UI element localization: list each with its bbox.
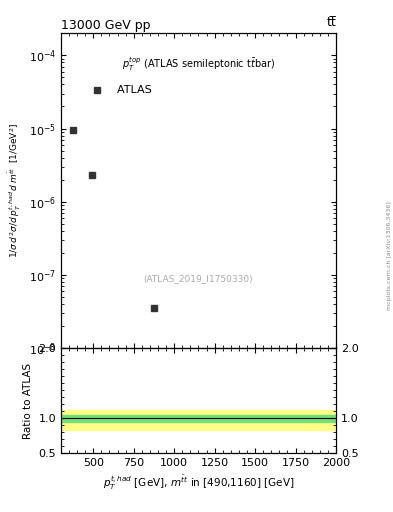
Text: mcplots.cern.ch [arXiv:1306.3436]: mcplots.cern.ch [arXiv:1306.3436]	[387, 202, 392, 310]
Text: 13000 GeV pp: 13000 GeV pp	[61, 19, 151, 32]
X-axis label: $p_T^{t,had}$ [GeV], $m^{\bar{t}t}$ in [490,1160] [GeV]: $p_T^{t,had}$ [GeV], $m^{\bar{t}t}$ in […	[103, 474, 294, 492]
Text: (ATLAS_2019_I1750330): (ATLAS_2019_I1750330)	[144, 274, 253, 283]
Text: $p_T^{top}$ (ATLAS semileptonic t$\bar{t}$bar): $p_T^{top}$ (ATLAS semileptonic t$\bar{t…	[122, 55, 275, 73]
Text: tt̅: tt̅	[326, 15, 336, 29]
Y-axis label: Ratio to ATLAS: Ratio to ATLAS	[23, 362, 33, 439]
Text: ATLAS: ATLAS	[110, 85, 152, 95]
Y-axis label: $1 / \sigma\, d^2\sigma / d\, p_T^{t,had}\, d\, m^{\bar{t}t}$  [1/GeV$^2$]: $1 / \sigma\, d^2\sigma / d\, p_T^{t,had…	[7, 123, 23, 258]
